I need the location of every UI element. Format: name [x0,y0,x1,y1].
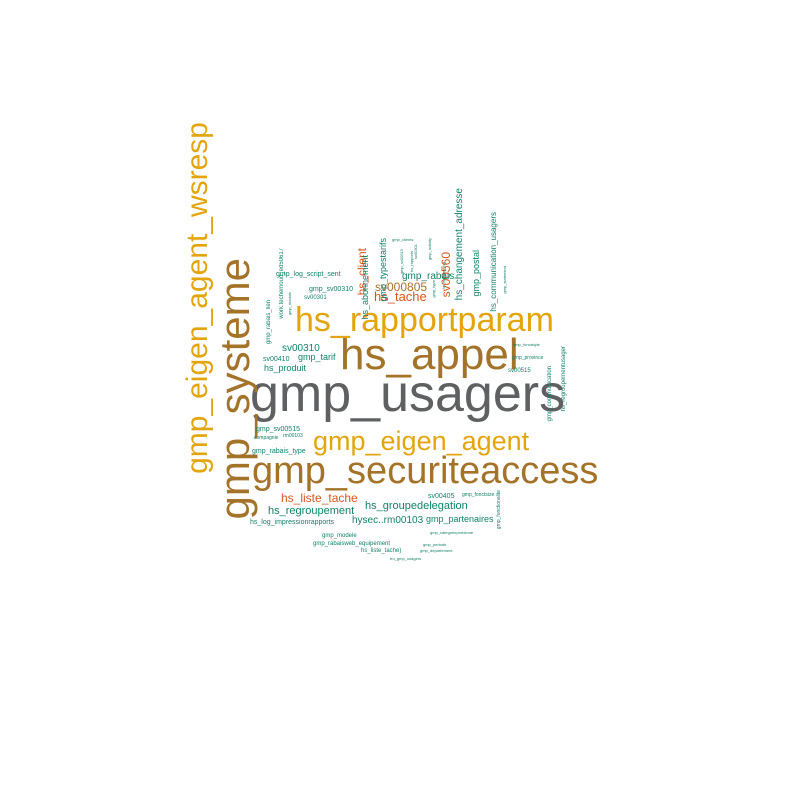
word-compagnie: compagnie [254,435,279,441]
word-hs-abonnement: hs_abonnement [360,255,370,320]
word-hs-changement-adresse: hs_changement_adresse [454,188,465,301]
word-gmp-fonctionalite: gmp_fonctionalite [496,490,502,530]
word-gmp-communication: gmp_communication [547,366,553,422]
word-gmp-periode: gmp_periode [423,542,447,547]
word-hs-produit: hs_produit [264,363,307,373]
word-hs-rapportparam: hs_rapportparam [295,301,554,339]
word-tru-gmp-usagers: tru_gmp_usagers [390,556,422,561]
word-gmp-tarif: gmp_tarif [298,352,336,362]
word-work-techemoud: work.techemoud_ed50617 [279,248,285,319]
word-hs-communication-usagers: hs_communication_usagers [489,212,498,312]
word-hs-appel: hs_appel [340,330,519,379]
word-gmp-postal: gmp_postal [471,250,481,297]
word-hs-liste-tache-2: hs_liste_tache) [361,548,402,554]
word-gmp-sv00310: gmp_sv00310 [309,286,353,293]
word-gmp-departement: gmp_departement [420,548,453,553]
word-hs-liste-tache: hs_liste_tache [281,491,358,505]
word-gmp-sv00515: gmp_sv00515 [256,426,300,433]
word-gmp-systeme: gmp_systeme [211,258,258,520]
word-hs-tache: hs_tache [374,289,427,304]
word-sv00301: sv00301 [304,295,327,301]
word-gmp-typestarifs: gmp_typestarifs [378,238,388,302]
word-gmp-rabais: gmp_rabais [402,271,455,282]
word-gmp-fonctsize: gmp_fonctsize [462,492,495,498]
word-gmp-rabais-type: gmp_rabais_type [252,448,306,455]
word-gmp-usagers: gmp_usagers [250,365,566,423]
word-hs-groupedelegation: hs_groupedelegation [365,500,468,512]
word-gmp-type: gmp_type [431,280,436,298]
word-sv00410: sv00410 [263,356,290,363]
word-hs-log-impressionrapports: hs_log_impressionrapports [250,519,335,526]
word-gmp-clients: gmp_clients [392,237,414,242]
word-gmp-rabais-lien: gmp_rabais_lien [266,300,272,345]
word-sv00310: sv00310 [282,343,320,354]
word-gmp-rabaisweb-equipement: gmp_rabaisweb_equipement [313,541,391,547]
word-sv00405: sv00405 [428,493,455,500]
word-gmp-partenaires: gmp_partenaires [426,514,494,524]
word-gmp-fonctstyle: gmp_fonctstyle [513,342,540,347]
word-gmp-securiteaccess: gmp_securiteaccess [252,450,599,492]
word-rm00103: rm00103 [283,433,303,439]
word-hs-regroupementusager: hs_regroupementusager [561,346,567,412]
word-gmp-activity: gmp_activity [427,238,432,261]
word-sv00515: sv00515 [508,368,531,374]
word-hs-regroupement: hs_regroupement [268,505,355,517]
word-sv00301-b: sv00301 [413,244,418,260]
word-gmp-log-script-sent: gmp_log_script_sent [276,271,341,278]
word-sv000805: sv000805 [375,280,428,294]
word-hs-equipement: hs_equipement [441,262,446,290]
word-gmp-eigen-agent-wsresp: gmp_eigen_agent_wsresp [181,122,214,474]
word-gmp-module: gmp_module [287,292,292,316]
word-gmp-modele: gmp_modele [322,533,357,539]
word-gmp-eigen-agent: gmp_eigen_agent [313,426,530,456]
word-gmp-sv00515-b: gmp_sv00515 [399,249,404,275]
word-gmp-categorieprobleme: gmp_categorieprobleme [430,530,474,535]
word-gmp-province: gmp_province [512,355,544,361]
word-hysec-rm00103: hysec..rm00103 [352,515,424,526]
word-gmp-statement: gmp_statement [502,266,507,294]
